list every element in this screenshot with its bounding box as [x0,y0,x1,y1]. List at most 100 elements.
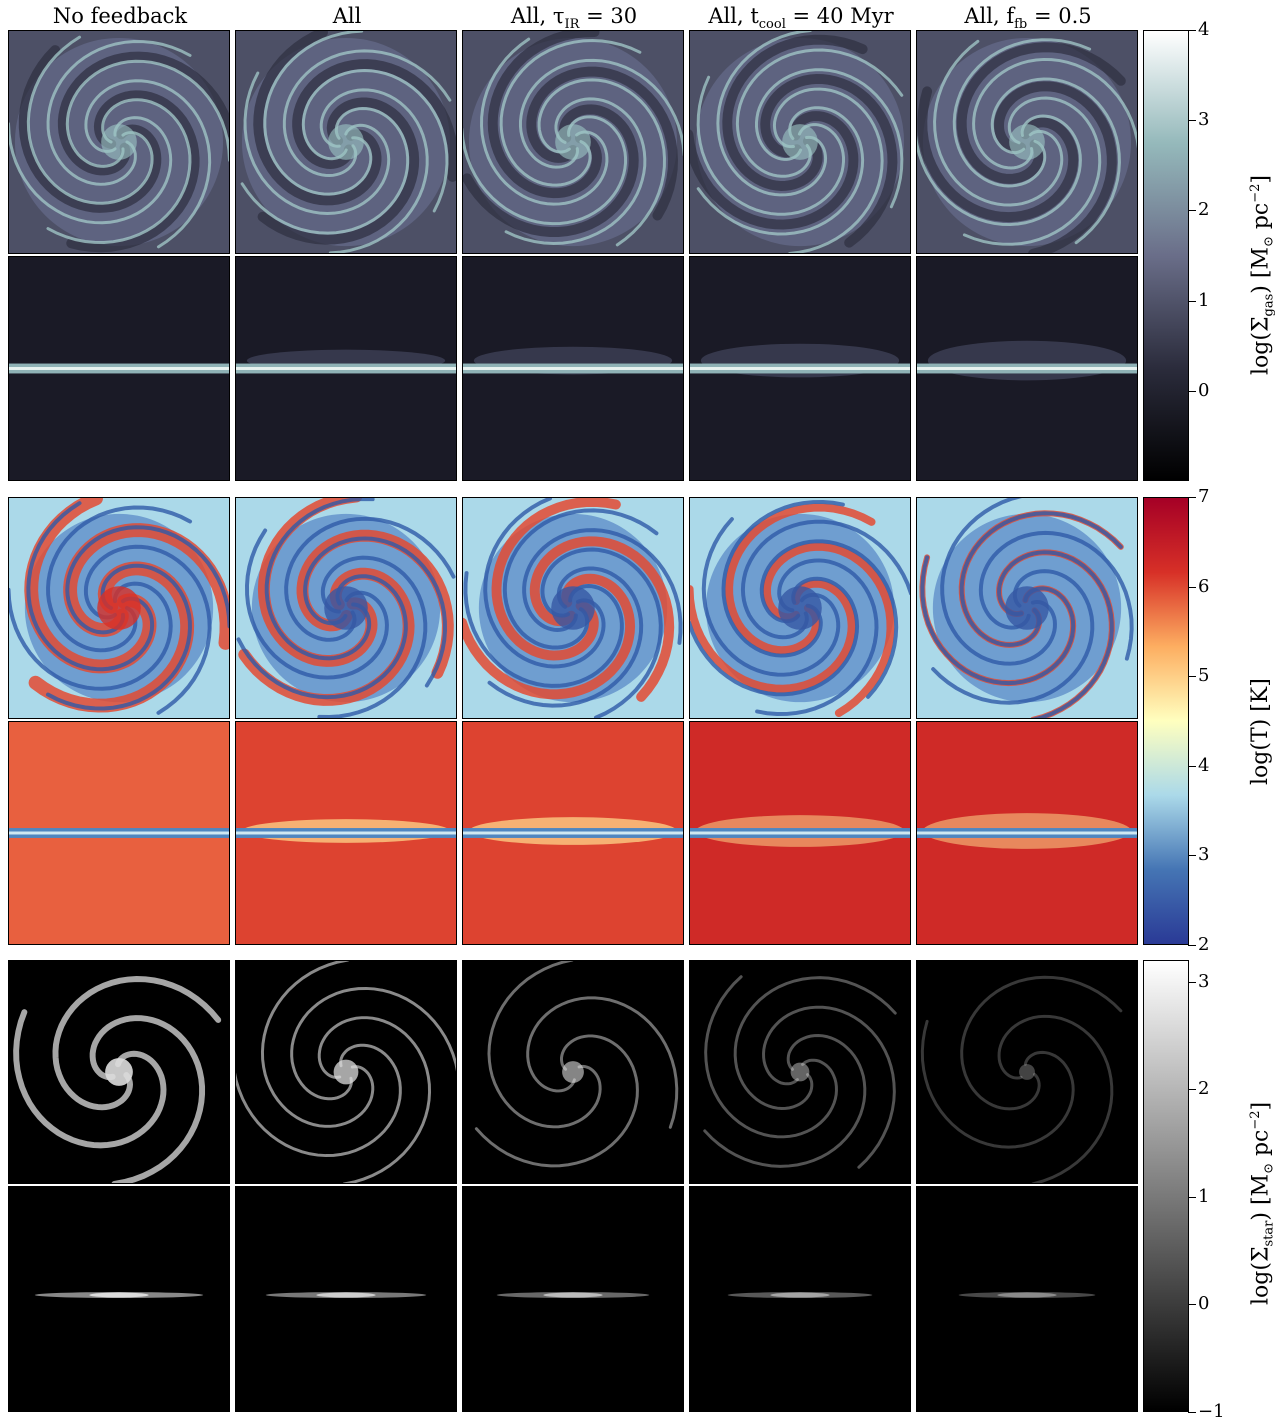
label-part: log(Σ [1248,1246,1274,1305]
temperature-colorbar [1143,497,1189,945]
panel-gas-edge-all [235,256,457,481]
star-face-map [236,961,456,1183]
colorbar-tick [1188,497,1196,498]
colorbar-tick-label: 3 [1198,844,1210,865]
temp-face-map [9,498,229,718]
colorbar-tick-label: 2 [1198,934,1210,955]
colorbar-tick [1188,1197,1196,1198]
temp-edge-map [463,722,683,944]
star-edge-map [690,1187,910,1411]
panel-temp-edge-no-feedback [8,721,230,945]
column-title-text: All, τ [510,4,565,28]
column-title-text: No feedback [52,4,188,28]
colorbar-tick [1188,766,1196,767]
panel-star-edge-ffb [916,1186,1138,1412]
gas-face-map [917,31,1137,253]
gas-colorbar-label: log(Σgas) [M⊙ pc−2] [1248,175,1277,375]
star-edge-map [917,1187,1137,1411]
colorbar-tick-label: 5 [1198,665,1210,686]
panel-temp-face-tcool [689,497,911,719]
panel-star-edge-no-feedback [8,1186,230,1412]
label-sub: star [1261,1220,1277,1247]
panel-star-face-tcool [689,960,911,1184]
gas-face-map [9,31,229,253]
panel-star-edge-tau-ir [462,1186,684,1412]
label-part: ) [M [1248,247,1274,294]
colorbar-tick [1188,210,1196,211]
column-title-ffb: All, ffb = 0.5 [916,2,1140,39]
column-title-text: All [332,4,362,28]
temp-face-map [236,498,456,718]
colorbar-tick-label: 4 [1198,755,1210,776]
column-title-subscript: cool [758,17,786,33]
colorbar-tick-label: 2 [1198,1078,1210,1099]
colorbar-tick [1188,587,1196,588]
panel-temp-face-no-feedback [8,497,230,719]
temp-face-map [917,498,1137,718]
colorbar-tick [1188,1089,1196,1090]
star-face-map [690,961,910,1183]
colorbar-tick [1188,391,1196,392]
temp-edge-map [9,722,229,944]
label-part: log(T) [K] [1248,678,1273,785]
column-title-all: All [235,2,459,30]
colorbar-tick [1188,30,1196,31]
star-face-map [917,961,1137,1183]
colorbar-tick [1188,982,1196,983]
colorbar-tick [1188,855,1196,856]
panel-gas-face-all [235,30,457,254]
gas-face-map [463,31,683,253]
temp-edge-map [917,722,1137,944]
temp-face-map [690,498,910,718]
colorbar-tick-label: 4 [1198,19,1210,40]
star-face-map [9,961,229,1183]
colorbar-tick [1188,1304,1196,1305]
temp-face-map [463,498,683,718]
panel-star-face-all [235,960,457,1184]
gas-edge-map [463,257,683,480]
colorbar-tick [1188,120,1196,121]
label-part: log(Σ [1248,316,1274,375]
label-sup: −2 [1248,1110,1263,1130]
star-edge-map [463,1187,683,1411]
label-sun: ⊙ [1261,236,1277,248]
gas-edge-map [236,257,456,480]
colorbar-tick-label: 0 [1198,380,1210,401]
column-title-tau-ir: All, τIR = 30 [462,2,686,39]
panel-star-face-tau-ir [462,960,684,1184]
panel-gas-edge-no-feedback [8,256,230,481]
panel-gas-face-tcool [689,30,911,254]
panel-gas-face-ffb [916,30,1138,254]
gas-density-colorbar [1143,30,1189,481]
panel-star-edge-all [235,1186,457,1412]
panel-temp-edge-tcool [689,721,911,945]
column-title-subscript: fb [1014,17,1028,33]
column-title-no-feedback: No feedback [8,2,232,30]
panel-star-face-no-feedback [8,960,230,1184]
label-part: ] [1248,174,1274,184]
panel-gas-face-no-feedback [8,30,230,254]
colorbar-tick-label: 3 [1198,971,1210,992]
colorbar-tick-label: 7 [1198,486,1210,507]
label-part: pc [1248,1129,1274,1164]
column-title-value: = 30 [579,4,638,28]
panel-gas-face-tau-ir [462,30,684,254]
panel-temp-face-ffb [916,497,1138,719]
temp-edge-map [236,722,456,944]
panel-temp-edge-tau-ir [462,721,684,945]
label-part: ) [M [1248,1173,1274,1221]
stellar-colorbar-label: log(Σstar) [M⊙ pc−2] [1248,1102,1277,1305]
panel-star-edge-tcool [689,1186,911,1412]
panel-temp-face-tau-ir [462,497,684,719]
temperature-colorbar-label: log(T) [K] [1248,678,1273,785]
gas-face-map [690,31,910,253]
column-title-subscript: IR [564,17,580,33]
gas-edge-map [917,257,1137,480]
panel-temp-edge-all [235,721,457,945]
colorbar-tick-label: 2 [1198,199,1210,220]
gas-edge-map [690,257,910,480]
stellar-density-colorbar [1143,960,1189,1412]
gas-edge-map [9,257,229,480]
colorbar-tick-label: −1 [1198,1401,1225,1422]
panel-gas-edge-tcool [689,256,911,481]
